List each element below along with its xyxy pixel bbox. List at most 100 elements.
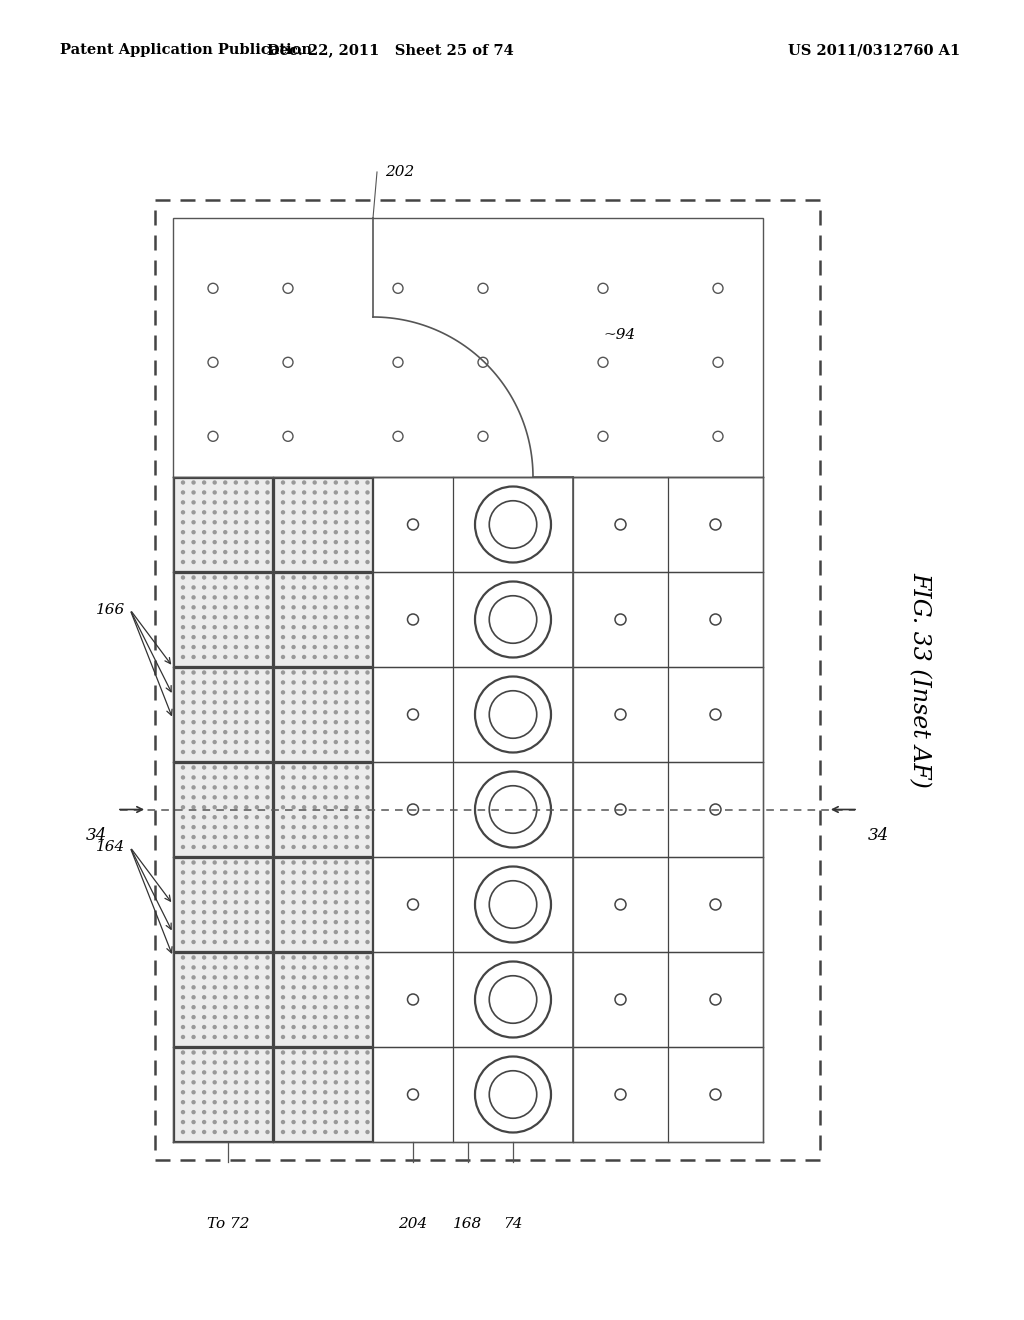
Circle shape bbox=[334, 595, 338, 599]
Circle shape bbox=[354, 605, 359, 610]
Circle shape bbox=[213, 900, 217, 904]
Circle shape bbox=[312, 814, 316, 820]
Circle shape bbox=[292, 1071, 296, 1074]
Circle shape bbox=[354, 700, 359, 705]
Circle shape bbox=[255, 861, 259, 865]
Circle shape bbox=[344, 1024, 348, 1030]
Circle shape bbox=[233, 890, 238, 895]
Circle shape bbox=[244, 710, 249, 714]
Circle shape bbox=[233, 909, 238, 915]
Circle shape bbox=[354, 909, 359, 915]
Circle shape bbox=[281, 500, 286, 504]
Circle shape bbox=[244, 920, 249, 924]
Circle shape bbox=[354, 741, 359, 744]
Circle shape bbox=[181, 940, 185, 944]
Circle shape bbox=[334, 510, 338, 515]
Circle shape bbox=[223, 750, 227, 754]
Circle shape bbox=[302, 1005, 306, 1010]
Circle shape bbox=[366, 730, 370, 734]
Circle shape bbox=[323, 940, 328, 944]
Circle shape bbox=[244, 956, 249, 960]
Circle shape bbox=[302, 1060, 306, 1065]
Circle shape bbox=[292, 690, 296, 694]
Circle shape bbox=[323, 710, 328, 714]
Circle shape bbox=[181, 1051, 185, 1055]
Circle shape bbox=[181, 825, 185, 829]
Circle shape bbox=[213, 655, 217, 659]
Circle shape bbox=[244, 880, 249, 884]
Circle shape bbox=[181, 671, 185, 675]
Circle shape bbox=[312, 1005, 316, 1010]
Circle shape bbox=[312, 655, 316, 659]
Circle shape bbox=[244, 1071, 249, 1074]
Circle shape bbox=[323, 550, 328, 554]
Circle shape bbox=[233, 531, 238, 535]
Circle shape bbox=[181, 870, 185, 875]
Circle shape bbox=[213, 1110, 217, 1114]
Circle shape bbox=[181, 585, 185, 590]
Circle shape bbox=[181, 1060, 185, 1065]
Circle shape bbox=[281, 909, 286, 915]
Circle shape bbox=[334, 480, 338, 484]
Circle shape bbox=[354, 520, 359, 524]
Circle shape bbox=[202, 909, 206, 915]
Circle shape bbox=[323, 861, 328, 865]
Text: 34: 34 bbox=[868, 828, 889, 845]
Circle shape bbox=[354, 1024, 359, 1030]
Circle shape bbox=[334, 805, 338, 809]
Circle shape bbox=[223, 785, 227, 789]
Circle shape bbox=[223, 845, 227, 849]
Circle shape bbox=[191, 1119, 196, 1125]
Bar bbox=[174, 953, 272, 1045]
Circle shape bbox=[213, 940, 217, 944]
Circle shape bbox=[223, 719, 227, 725]
Bar bbox=[174, 478, 272, 572]
Circle shape bbox=[191, 510, 196, 515]
Circle shape bbox=[323, 500, 328, 504]
Circle shape bbox=[223, 880, 227, 884]
Circle shape bbox=[334, 900, 338, 904]
Circle shape bbox=[265, 965, 269, 970]
Circle shape bbox=[255, 595, 259, 599]
Circle shape bbox=[292, 560, 296, 564]
Circle shape bbox=[334, 825, 338, 829]
Circle shape bbox=[202, 995, 206, 999]
Circle shape bbox=[213, 834, 217, 840]
Circle shape bbox=[366, 1071, 370, 1074]
Circle shape bbox=[265, 540, 269, 544]
Circle shape bbox=[233, 1060, 238, 1065]
Circle shape bbox=[334, 730, 338, 734]
Circle shape bbox=[292, 585, 296, 590]
Circle shape bbox=[191, 1060, 196, 1065]
Circle shape bbox=[265, 605, 269, 610]
Circle shape bbox=[344, 741, 348, 744]
Circle shape bbox=[255, 1060, 259, 1065]
Circle shape bbox=[334, 635, 338, 639]
Circle shape bbox=[366, 741, 370, 744]
Circle shape bbox=[281, 870, 286, 875]
Circle shape bbox=[323, 795, 328, 800]
Circle shape bbox=[202, 690, 206, 694]
Circle shape bbox=[191, 655, 196, 659]
Circle shape bbox=[292, 929, 296, 935]
Circle shape bbox=[255, 1080, 259, 1085]
Circle shape bbox=[281, 585, 286, 590]
Circle shape bbox=[181, 1090, 185, 1094]
Circle shape bbox=[223, 870, 227, 875]
Circle shape bbox=[191, 834, 196, 840]
Bar bbox=[274, 573, 372, 667]
Circle shape bbox=[323, 635, 328, 639]
Circle shape bbox=[334, 1060, 338, 1065]
Circle shape bbox=[213, 1015, 217, 1019]
Circle shape bbox=[202, 1005, 206, 1010]
Circle shape bbox=[202, 1035, 206, 1039]
Circle shape bbox=[354, 655, 359, 659]
Circle shape bbox=[334, 690, 338, 694]
Circle shape bbox=[213, 929, 217, 935]
Circle shape bbox=[191, 805, 196, 809]
Circle shape bbox=[233, 1080, 238, 1085]
Circle shape bbox=[223, 766, 227, 770]
Circle shape bbox=[223, 605, 227, 610]
Circle shape bbox=[265, 585, 269, 590]
Text: 166: 166 bbox=[96, 602, 125, 616]
